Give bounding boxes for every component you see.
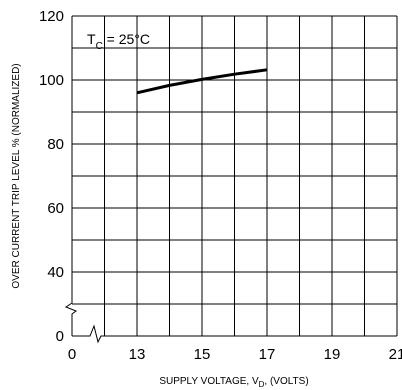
- x-tick-label-0: 0: [68, 346, 76, 363]
- y-tick-label-100: 100: [39, 72, 64, 89]
- x-tick-label-15: 15: [194, 346, 211, 363]
- series-line-0: [136, 68, 268, 95]
- annotation: TC = 25°C: [87, 31, 150, 52]
- grid: [72, 15, 398, 336]
- y-axis-line: [64, 16, 78, 336]
- axis-breaks: [64, 16, 397, 344]
- x-tick-label-13: 13: [129, 346, 146, 363]
- y-tick-label-0: 0: [56, 328, 64, 345]
- x-axis-label: SUPPLY VOLTAGE, VD, (VOLTS): [159, 376, 308, 389]
- y-tick-label-60: 60: [47, 200, 64, 217]
- x-axis-line: [72, 324, 397, 344]
- y-tick-label-80: 80: [47, 136, 64, 153]
- x-tick-labels: 0 13 15 17 19 21: [68, 346, 402, 363]
- y-tick-labels: 0 40 60 80 100 120: [39, 8, 64, 345]
- y-axis-label: OVER CURRENT TRIP LEVEL % (NORMALIZED): [11, 63, 22, 288]
- y-tick-label-120: 120: [39, 8, 64, 25]
- series: [136, 68, 268, 95]
- x-tick-label-17: 17: [259, 346, 276, 363]
- x-tick-label-21: 21: [389, 346, 402, 363]
- y-tick-label-40: 40: [47, 264, 64, 281]
- x-tick-label-19: 19: [324, 346, 341, 363]
